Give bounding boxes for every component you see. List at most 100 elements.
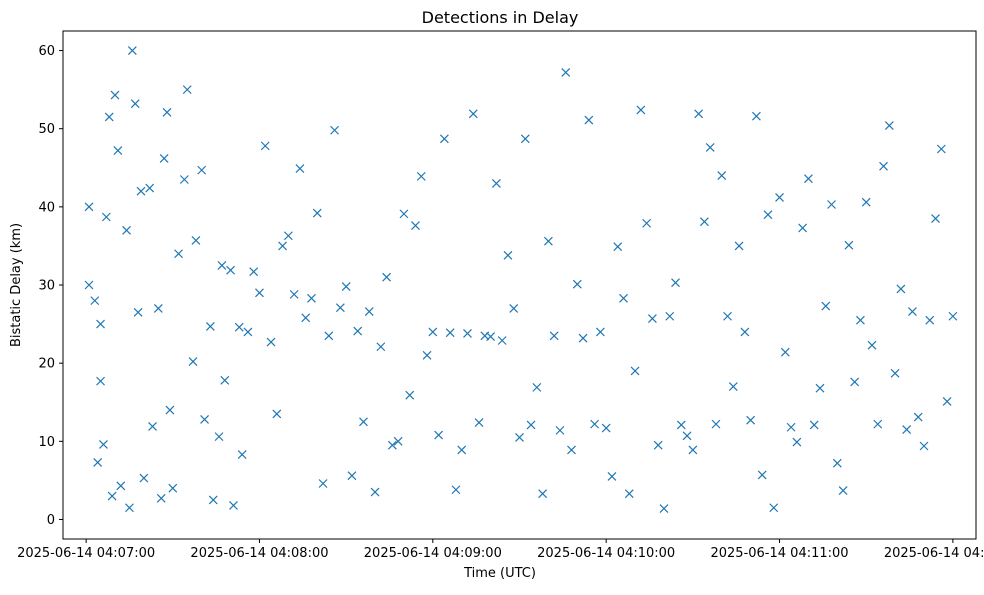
- detection-marker: [884, 121, 894, 130]
- detection-marker: [821, 301, 831, 311]
- detection-marker: [272, 409, 282, 419]
- detection-marker: [792, 437, 802, 447]
- detection-marker: [145, 183, 155, 193]
- detection-marker: [156, 493, 166, 503]
- detection-marker: [370, 487, 380, 497]
- detection-marker: [879, 161, 888, 171]
- detection-marker: [728, 382, 738, 392]
- detection-marker: [200, 415, 209, 424]
- detection-marker: [107, 491, 117, 501]
- detection-marker: [815, 383, 825, 393]
- detection-marker: [567, 445, 576, 455]
- detection-marker: [740, 327, 750, 337]
- detection-marker: [364, 307, 374, 316]
- detection-marker: [93, 457, 103, 467]
- detection-marker: [162, 107, 172, 117]
- detection-marker: [260, 141, 270, 151]
- detection-marker: [468, 109, 478, 119]
- detection-marker: [515, 432, 524, 442]
- detection-marker: [96, 319, 105, 329]
- detection-marker: [867, 340, 877, 350]
- detection-marker: [266, 337, 276, 347]
- detection-marker: [445, 328, 455, 338]
- detection-marker: [532, 382, 542, 392]
- detection-marker: [434, 430, 444, 440]
- x-tick-label: 2025-06-14 04:07:00: [17, 546, 155, 561]
- detection-marker: [555, 425, 565, 435]
- detection-marker: [751, 111, 761, 121]
- detection-marker: [780, 347, 790, 357]
- detection-marker: [113, 146, 123, 155]
- detection-marker: [705, 143, 715, 152]
- detection-marker: [191, 236, 201, 245]
- detection-marker: [526, 420, 536, 430]
- detection-marker: [948, 311, 958, 321]
- detection-marker: [578, 333, 588, 343]
- detection-marker: [474, 418, 484, 427]
- detection-marker: [439, 134, 449, 144]
- detection-marker: [174, 249, 183, 259]
- y-tick-label: 30: [38, 279, 55, 294]
- detection-marker: [451, 485, 461, 495]
- detection-marker: [832, 458, 842, 468]
- detection-marker: [538, 489, 548, 499]
- detection-marker: [717, 171, 727, 181]
- detection-marker: [723, 311, 732, 321]
- detection-marker: [399, 209, 409, 219]
- detection-marker: [861, 197, 871, 207]
- detection-marker: [809, 420, 819, 430]
- detection-marker: [197, 165, 207, 175]
- detection-marker: [96, 376, 105, 386]
- x-tick-label: 2025-06-14 04:09:00: [364, 546, 502, 561]
- detection-marker: [520, 134, 530, 144]
- detection-marker: [335, 303, 345, 313]
- detection-marker: [307, 293, 316, 303]
- x-tick-label: 2025-06-14 04:08:00: [190, 546, 328, 561]
- detection-marker: [931, 214, 940, 223]
- detection-marker: [353, 326, 363, 336]
- detection-marker: [786, 422, 796, 432]
- detection-marker: [659, 504, 669, 513]
- detection-marker: [237, 450, 247, 460]
- marker-layer: [84, 46, 958, 513]
- detection-marker: [503, 250, 513, 260]
- detection-marker: [607, 472, 617, 481]
- detection-marker: [942, 397, 952, 406]
- y-tick-label: 50: [38, 122, 55, 137]
- detection-marker: [84, 202, 94, 212]
- x-tick-label: 2025-06-14 04:10:00: [537, 546, 675, 561]
- x-axis: 2025-06-14 04:07:00 2025-06-14 04:08:00 20…: [17, 539, 984, 561]
- detection-marker: [295, 164, 305, 173]
- detection-marker: [312, 208, 322, 218]
- detection-marker: [873, 419, 883, 429]
- detection-marker: [359, 417, 368, 427]
- detection-marker: [665, 311, 675, 321]
- detection-marker: [136, 186, 146, 196]
- detection-marker: [208, 495, 218, 505]
- detection-marker: [153, 304, 163, 313]
- detection-marker: [116, 481, 126, 491]
- detection-marker: [896, 284, 906, 294]
- detection-marker: [613, 242, 623, 252]
- detection-marker: [838, 486, 848, 495]
- detection-marker: [636, 105, 646, 115]
- detection-marker: [289, 289, 299, 299]
- detection-marker: [647, 314, 657, 324]
- detection-marker: [457, 445, 467, 455]
- detection-marker: [543, 236, 553, 246]
- detection-marker: [99, 440, 108, 449]
- detection-marker: [125, 503, 134, 513]
- detection-marker: [653, 440, 663, 450]
- detection-marker: [428, 327, 438, 337]
- x-tick-label: 2025-06-14 04:12:00: [884, 546, 984, 561]
- detection-marker: [249, 267, 259, 277]
- detection-marker: [619, 293, 628, 303]
- x-axis-label: Time (UTC): [463, 566, 536, 581]
- detection-marker: [590, 419, 600, 429]
- detection-marker: [255, 288, 264, 298]
- detection-marker: [699, 217, 709, 227]
- plot-background: [63, 31, 976, 539]
- detection-marker: [226, 265, 236, 275]
- detection-marker: [624, 489, 634, 499]
